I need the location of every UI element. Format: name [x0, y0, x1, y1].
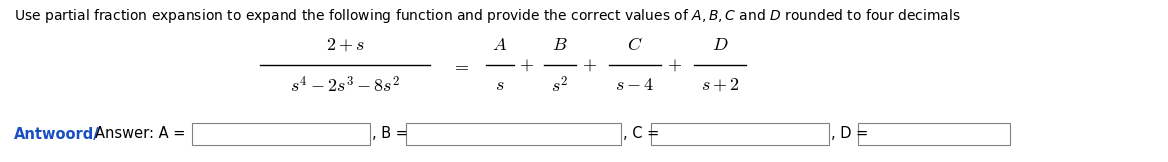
Text: , C =: , C =: [623, 127, 659, 141]
Text: $s$: $s$: [495, 76, 505, 94]
Text: $s-4$: $s-4$: [616, 76, 655, 94]
Text: $C$: $C$: [627, 36, 642, 54]
FancyBboxPatch shape: [406, 123, 621, 145]
Text: , D =: , D =: [830, 127, 868, 141]
Text: $B$: $B$: [552, 36, 568, 54]
Text: $+$: $+$: [667, 56, 682, 74]
Text: Antwoord/: Antwoord/: [14, 127, 99, 141]
Text: $2+s$: $2+s$: [326, 36, 364, 54]
Text: $s^4-2s^3-8s^2$: $s^4-2s^3-8s^2$: [290, 76, 401, 97]
Text: $D$: $D$: [711, 36, 729, 54]
Text: $=$: $=$: [451, 56, 470, 74]
Text: $+$: $+$: [520, 56, 535, 74]
Text: Answer: A =: Answer: A =: [95, 127, 186, 141]
FancyBboxPatch shape: [858, 123, 1010, 145]
Text: $s+2$: $s+2$: [701, 76, 739, 94]
FancyBboxPatch shape: [192, 123, 370, 145]
Text: $A$: $A$: [493, 36, 508, 54]
Text: , B =: , B =: [371, 127, 408, 141]
Text: $s^2$: $s^2$: [551, 76, 569, 97]
FancyBboxPatch shape: [651, 123, 829, 145]
Text: $+$: $+$: [583, 56, 598, 74]
Text: Use partial fraction expansion to expand the following function and provide the : Use partial fraction expansion to expand…: [14, 7, 961, 25]
